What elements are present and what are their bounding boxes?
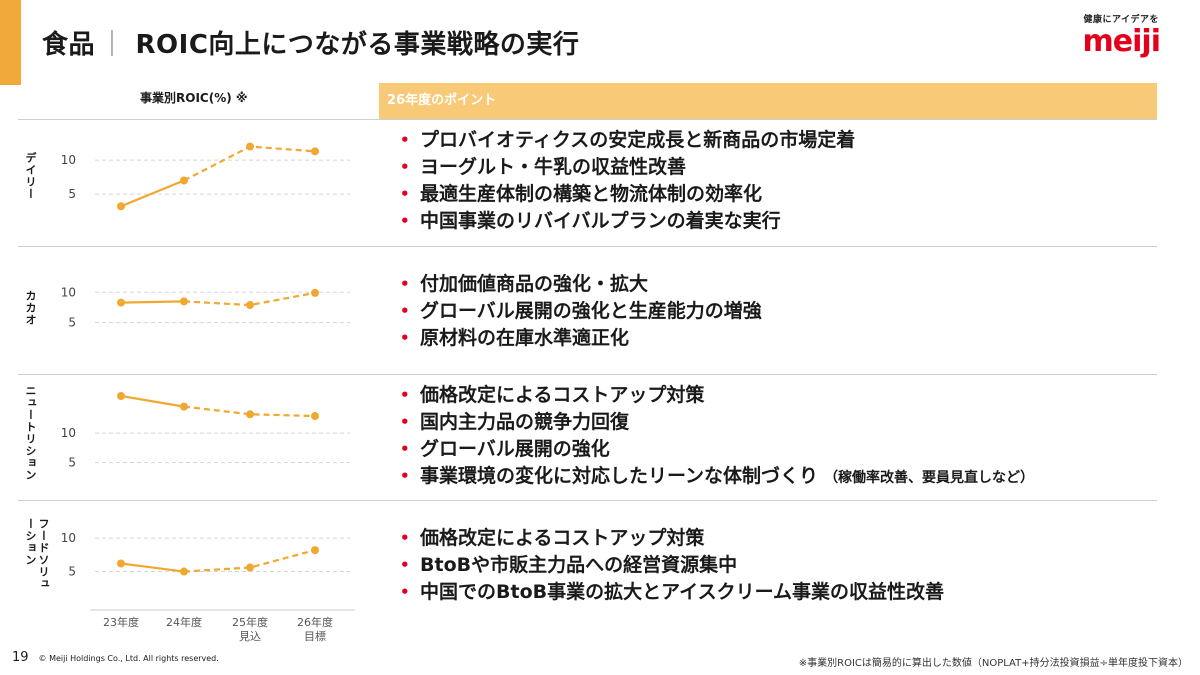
y-tick-label: 10 (61, 285, 76, 299)
x-tick-label: 24年度 (166, 615, 202, 629)
data-point (311, 412, 319, 421)
list-item: グローバル展開の強化 (400, 436, 1034, 463)
list-item: 原材料の在庫水準適正化 (400, 325, 762, 352)
data-point (117, 392, 125, 401)
meiji-logo: meiji (1082, 24, 1161, 59)
title-main: ROIC向上につながる事業戦略の実行 (135, 30, 580, 60)
bullet-list-cacao: 付加価値商品の強化・拡大 グローバル展開の強化と生産能力の増強 原材料の在庫水準… (400, 271, 762, 352)
series-line-forecast (183, 291, 316, 307)
bullet-list-nutrition: 価格改定によるコストアップ対策 国内主力品の競争力回復 グローバル展開の強化 事… (400, 382, 1034, 490)
list-item: 価格改定によるコストアップ対策 (400, 382, 1034, 409)
footnote: ※事業別ROICは簡易的に算出した数値（NOPLAT+持分法投資損益÷単年度投下… (798, 658, 1188, 669)
x-tick-label: 26年度 (297, 615, 333, 629)
list-item: 中国事業のリバイバルプランの着実な実行 (400, 208, 855, 235)
segment-label-cacao: カカオ (24, 290, 37, 326)
y-tick-label: 5 (68, 187, 76, 201)
list-item: ヨーグルト・牛乳の収益性改善 (400, 154, 855, 181)
series-line-forecast (183, 549, 316, 573)
bullet-list-dairy: プロバイオティクスの安定成長と新商品の市場定着 ヨーグルト・牛乳の収益性改善 最… (400, 127, 855, 235)
list-item-text: 事業環境の変化に対応したリーンな体制づくり (420, 465, 819, 487)
series-line-actual (120, 179, 185, 208)
points-header: 26年度のポイント (379, 83, 1157, 119)
list-item-note: （稼働率改善、要員見直しなど） (824, 470, 1035, 486)
x-tick-label: 目標 (304, 629, 326, 643)
data-point (180, 297, 188, 306)
page-number: 19 (12, 650, 29, 665)
list-item: グローバル展開の強化と生産能力の増強 (400, 298, 762, 325)
data-point (311, 288, 319, 297)
title-segment: 食品 (42, 30, 96, 60)
data-point (117, 298, 125, 307)
list-item: 最適生産体制の構築と物流体制の効率化 (400, 181, 855, 208)
data-point (246, 301, 254, 310)
list-item: 国内主力品の競争力回復 (400, 409, 1034, 436)
footer-left: 19 © Meiji Holdings Co., Ltd. All rights … (12, 650, 219, 665)
list-item: プロバイオティクスの安定成長と新商品の市場定着 (400, 127, 855, 154)
divider (18, 246, 1157, 247)
data-point (117, 559, 125, 568)
title-separator: ｜ (99, 30, 126, 60)
segment-label-dairy: デイリー (24, 152, 37, 200)
points-header-label: 26年度のポイント (387, 93, 497, 108)
page-title: 食品｜ ROIC向上につながる事業戦略の実行 (42, 24, 579, 61)
series-line-forecast (183, 405, 316, 418)
data-point (246, 142, 254, 151)
y-tick-label: 10 (61, 153, 76, 167)
data-point (180, 567, 188, 576)
list-item: 中国でのBtoB事業の拡大とアイスクリーム事業の収益性改善 (400, 579, 944, 606)
data-point (311, 147, 319, 156)
bullet-list-food-solution: 価格改定によるコストアップ対策 BtoBや市販主力品への経営資源集中 中国でのB… (400, 525, 944, 606)
segment-label-nutrition: ニュートリション (24, 385, 37, 481)
list-item: 価格改定によるコストアップ対策 (400, 525, 944, 552)
copyright: © Meiji Holdings Co., Ltd. All rights re… (38, 654, 219, 663)
list-item: 付加価値商品の強化・拡大 (400, 271, 762, 298)
divider (18, 119, 1157, 120)
divider (18, 374, 1157, 375)
data-point (246, 410, 254, 419)
y-tick-label: 5 (68, 456, 76, 470)
y-tick-label: 10 (61, 426, 76, 440)
data-point (311, 546, 319, 555)
y-tick-label: 10 (61, 531, 76, 545)
segment-label-food-solution: フードソリューション (24, 518, 50, 590)
brand-logo: 健康にアイデアを meiji (1082, 12, 1161, 59)
y-tick-label: 5 (68, 565, 76, 579)
series-line-actual (120, 562, 185, 573)
accent-bar (0, 0, 21, 85)
series-line-actual (120, 394, 185, 408)
data-point (117, 202, 125, 211)
brand-tagline: 健康にアイデアを (1083, 15, 1160, 25)
data-point (180, 176, 188, 185)
series-line-actual (120, 300, 185, 304)
list-item: 事業環境の変化に対応したリーンな体制づくり （稼働率改善、要員見直しなど） (400, 463, 1034, 490)
x-tick-label: 25年度 (232, 615, 268, 629)
y-tick-label: 5 (68, 316, 76, 330)
roic-chart-header: 事業別ROIC(%) ※ (140, 91, 248, 105)
divider (18, 500, 1157, 501)
data-point (246, 563, 254, 572)
x-tick-label: 23年度 (103, 615, 139, 629)
series-line-forecast (183, 145, 316, 182)
x-tick-label: 見込 (239, 630, 261, 643)
data-point (180, 402, 188, 411)
list-item: BtoBや市販主力品への経営資源集中 (400, 552, 944, 579)
